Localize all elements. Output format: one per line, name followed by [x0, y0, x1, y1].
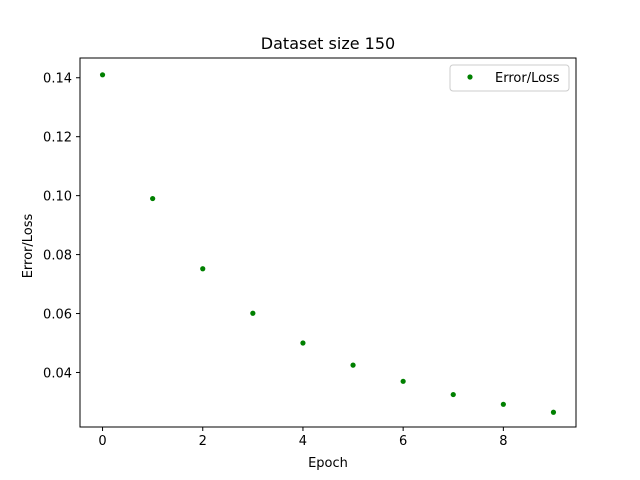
y-tick-label: 0.06 [43, 308, 72, 323]
data-point [99, 72, 106, 78]
legend-box [449, 64, 570, 92]
data-point [400, 378, 406, 384]
x-tick-label: 6 [399, 434, 407, 449]
data-point [300, 340, 306, 346]
data-point [450, 391, 456, 398]
axes-frame [79, 57, 577, 428]
data-point [500, 401, 506, 407]
y-tick-label: 0.10 [43, 190, 72, 205]
data-point [150, 195, 156, 202]
x-tick-label: 8 [499, 434, 507, 449]
data-point [350, 362, 356, 368]
y-tick-label: 0.04 [43, 366, 72, 381]
y-axis-label: Error/Loss [21, 213, 36, 278]
x-tick-label: 0 [98, 434, 106, 449]
x-tick-label: 4 [299, 434, 307, 449]
data-point [550, 409, 557, 415]
y-tick-label: 0.14 [43, 72, 72, 87]
plot-area: 0 2 4 6 8 0.04 0.06 0.08 0.10 0.12 0.14 [43, 57, 577, 449]
y-tick-label: 0.12 [43, 131, 72, 146]
data-point [250, 310, 256, 316]
x-axis-label: Epoch [308, 456, 348, 471]
x-tick-label: 2 [199, 434, 207, 449]
legend-marker [467, 74, 473, 80]
y-tick-label: 0.08 [43, 249, 72, 264]
data-point [200, 266, 206, 272]
chart-title: Dataset size 150 [261, 34, 395, 53]
legend-label: Error/Loss [495, 71, 560, 86]
legend: Error/Loss [449, 64, 570, 92]
